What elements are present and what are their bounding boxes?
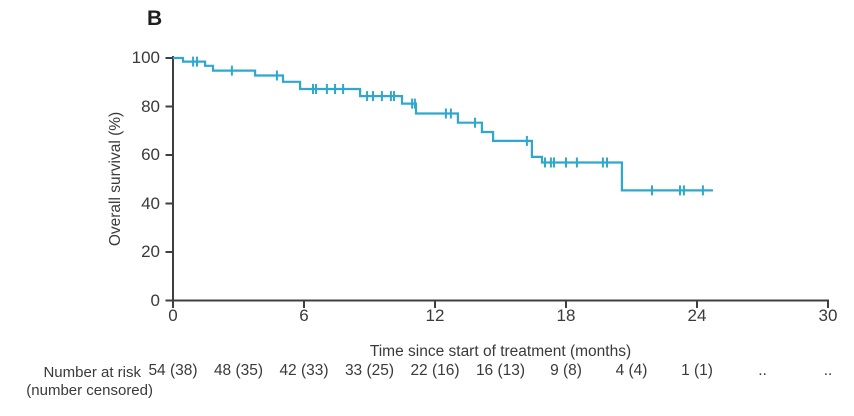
risk-table-label-censored: (number censored) bbox=[26, 382, 153, 399]
x-axis-title: Time since start of treatment (months) bbox=[369, 343, 632, 360]
x-tick-label: 24 bbox=[687, 306, 707, 325]
survival-curve bbox=[173, 56, 713, 192]
y-tick-label: 40 bbox=[141, 193, 160, 213]
risk-value: 48 (35) bbox=[213, 362, 264, 379]
x-tick-label: 18 bbox=[556, 306, 576, 325]
y-tick-label: 80 bbox=[141, 96, 160, 116]
x-tick-label: 12 bbox=[425, 306, 445, 325]
y-tick-label: 0 bbox=[150, 290, 160, 310]
risk-value: 42 (33) bbox=[279, 362, 329, 379]
y-tick-label: 60 bbox=[141, 145, 160, 164]
risk-table-label: Number at risk bbox=[43, 364, 141, 381]
risk-value: 9 (8) bbox=[550, 362, 582, 379]
x-tick-label: 0 bbox=[168, 306, 178, 325]
y-tick-label: 20 bbox=[141, 242, 160, 261]
risk-value: .. bbox=[758, 362, 767, 379]
risk-value: 33 (25) bbox=[344, 362, 395, 379]
panel-label: B bbox=[147, 7, 163, 30]
risk-value: 16 (13) bbox=[475, 362, 526, 379]
y-axis-title: Overall survival (%) bbox=[107, 111, 124, 247]
risk-value: .. bbox=[823, 362, 833, 379]
x-tick-label: 6 bbox=[299, 306, 309, 325]
risk-value: 22 (16) bbox=[410, 362, 460, 379]
x-tick-label: 30 bbox=[818, 306, 838, 325]
risk-value: 54 (38) bbox=[148, 362, 198, 379]
y-tick-label: 100 bbox=[131, 48, 160, 67]
risk-value: 4 (4) bbox=[615, 362, 648, 379]
risk-value: 1 (1) bbox=[681, 362, 713, 379]
